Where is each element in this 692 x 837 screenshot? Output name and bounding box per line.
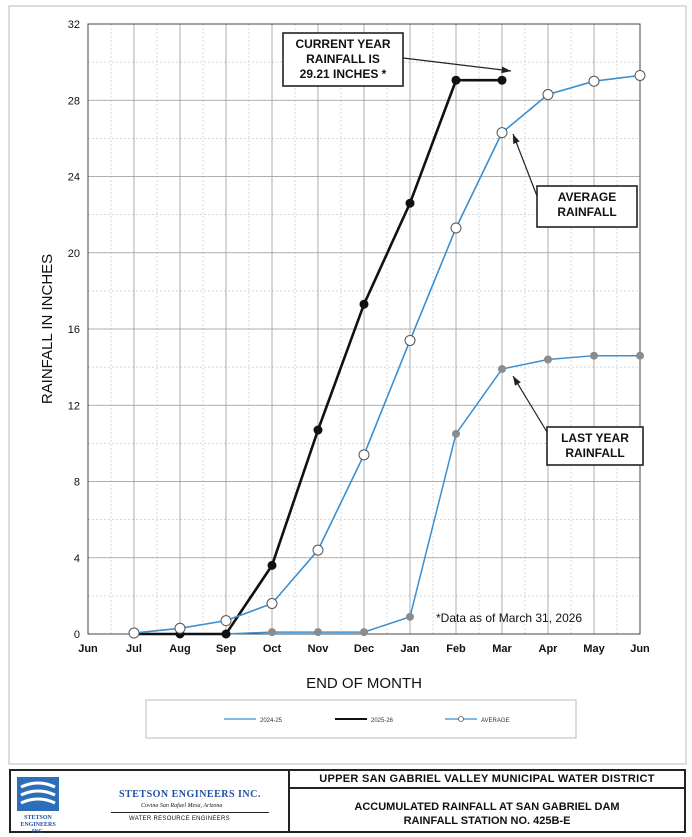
last-year-callout-arrowhead — [513, 376, 521, 386]
data-point-average — [220, 615, 232, 627]
company-locations: Covina San Rafael Mesa, Arizona — [141, 803, 223, 809]
data-point-average — [266, 598, 278, 609]
y-tick-label: 16 — [68, 324, 80, 336]
x-tick-label: Apr — [539, 643, 559, 655]
legend-label: AVERAGE — [481, 718, 510, 724]
x-tick-label: Jun — [78, 643, 98, 655]
title-block: STETSON ENGINEERS INC. STETSON ENGINEERS… — [9, 769, 686, 835]
y-tick-label: 12 — [68, 400, 80, 412]
current-year-callout-arrowhead — [501, 66, 511, 74]
y-axis-title: RAINFALL IN INCHES — [39, 254, 56, 404]
series-line-average — [133, 74, 641, 634]
report-title-line1: ACCUMULATED RAINFALL AT SAN GABRIEL DAM — [354, 801, 620, 813]
x-tick-label: Jul — [126, 643, 142, 655]
x-tick-label: Jan — [401, 643, 420, 655]
rainfall-chart: 0 4 8 12 16 20 24 28 32 Jun Jul Aug Sep Oct Nov Dec Jan F… — [8, 5, 687, 765]
data-point-average — [404, 334, 416, 346]
y-tick-label: 8 — [74, 477, 80, 489]
current-year-callout-box — [282, 32, 404, 87]
y-tick-label: 24 — [68, 172, 80, 184]
data-point-2025-26 — [267, 560, 277, 570]
data-point-2024-25 — [314, 628, 322, 637]
x-tick-label: May — [583, 643, 605, 655]
data-point-2025-26 — [451, 75, 461, 85]
stetson-logo-icon — [17, 777, 59, 811]
report-title-line2: RAINFALL STATION NO. 425B-E — [403, 815, 571, 827]
current-year-callout-text: CURRENT YEAR — [295, 37, 390, 51]
y-tick-label: 28 — [68, 95, 80, 107]
district-name: UPPER SAN GABRIEL VALLEY MUNICIPAL WATER… — [290, 771, 684, 789]
chart-frame — [8, 5, 687, 765]
legend-label: 2025-26 — [371, 718, 394, 724]
current-year-callout-text: RAINFALL IS — [306, 52, 380, 66]
average-callout-arrow — [512, 133, 538, 197]
x-tick-label: Sep — [216, 643, 236, 655]
data-point-2024-25 — [360, 628, 368, 637]
last-year-callout-text: LAST YEAR — [561, 431, 629, 445]
y-tick-label: 32 — [68, 19, 80, 31]
data-point-2024-25 — [544, 355, 552, 364]
x-tick-label: Feb — [446, 643, 466, 655]
company-divider — [111, 812, 269, 813]
average-callout-text: AVERAGE — [558, 190, 616, 204]
data-point-average — [634, 69, 646, 81]
data-date-note: *Data as of March 31, 2026 — [436, 611, 582, 625]
data-point-average — [588, 75, 600, 87]
average-callout-arrowhead — [513, 134, 520, 144]
last-year-callout-box — [546, 426, 644, 466]
current-year-callout-arrow — [402, 57, 512, 72]
legend-label: 2024-25 — [260, 718, 283, 724]
data-point-2024-25 — [452, 429, 460, 438]
data-point-average — [450, 222, 462, 234]
x-tick-label: Aug — [169, 643, 190, 655]
data-point-2024-25 — [498, 365, 506, 374]
x-tick-label: Oct — [263, 643, 282, 655]
data-point-average — [496, 127, 508, 139]
last-year-callout-arrow — [512, 375, 548, 433]
average-callout-box — [536, 185, 638, 228]
data-point-average — [542, 89, 554, 101]
district-block: UPPER SAN GABRIEL VALLEY MUNICIPAL WATER… — [290, 771, 684, 831]
data-point-2025-26 — [359, 299, 369, 309]
data-point-2024-25 — [406, 612, 414, 621]
data-point-2024-25 — [268, 628, 276, 637]
x-axis-title: END OF MONTH — [306, 675, 422, 692]
data-point-2025-26 — [221, 629, 231, 639]
y-tick-label: 0 — [74, 629, 80, 641]
y-tick-label: 4 — [74, 553, 80, 565]
legend-marker-average — [458, 716, 464, 722]
company-tagline: WATER RESOURCE ENGINEERS — [129, 816, 230, 822]
y-tick-label: 20 — [68, 248, 80, 260]
average-callout-text: RAINFALL — [557, 205, 616, 219]
x-tick-label: Dec — [354, 643, 374, 655]
x-tick-label: Nov — [308, 643, 330, 655]
data-point-2025-26 — [405, 198, 415, 208]
data-point-2025-26 — [497, 75, 507, 85]
data-point-average — [312, 544, 324, 556]
company-name: STETSON ENGINEERS INC. — [119, 789, 261, 800]
data-point-2025-26 — [313, 425, 323, 435]
data-point-2024-25 — [636, 351, 644, 360]
plot-area: 0 4 8 12 16 20 24 28 32 Jun Jul Aug Sep Oct Nov Dec Jan F… — [39, 19, 650, 739]
data-point-average — [358, 449, 370, 461]
logo-wordmark: STETSON ENGINEERS INC. — [20, 815, 56, 835]
last-year-callout-text: RAINFALL — [565, 446, 624, 460]
data-point-2024-25 — [590, 351, 598, 360]
company-block: STETSON ENGINEERS INC. STETSON ENGINEERS… — [11, 771, 290, 835]
x-tick-label: Jun — [630, 643, 650, 655]
x-tick-label: Mar — [492, 643, 512, 655]
data-point-average — [174, 622, 186, 634]
current-year-callout-text: 29.21 INCHES * — [300, 67, 387, 81]
data-point-average — [128, 627, 140, 639]
